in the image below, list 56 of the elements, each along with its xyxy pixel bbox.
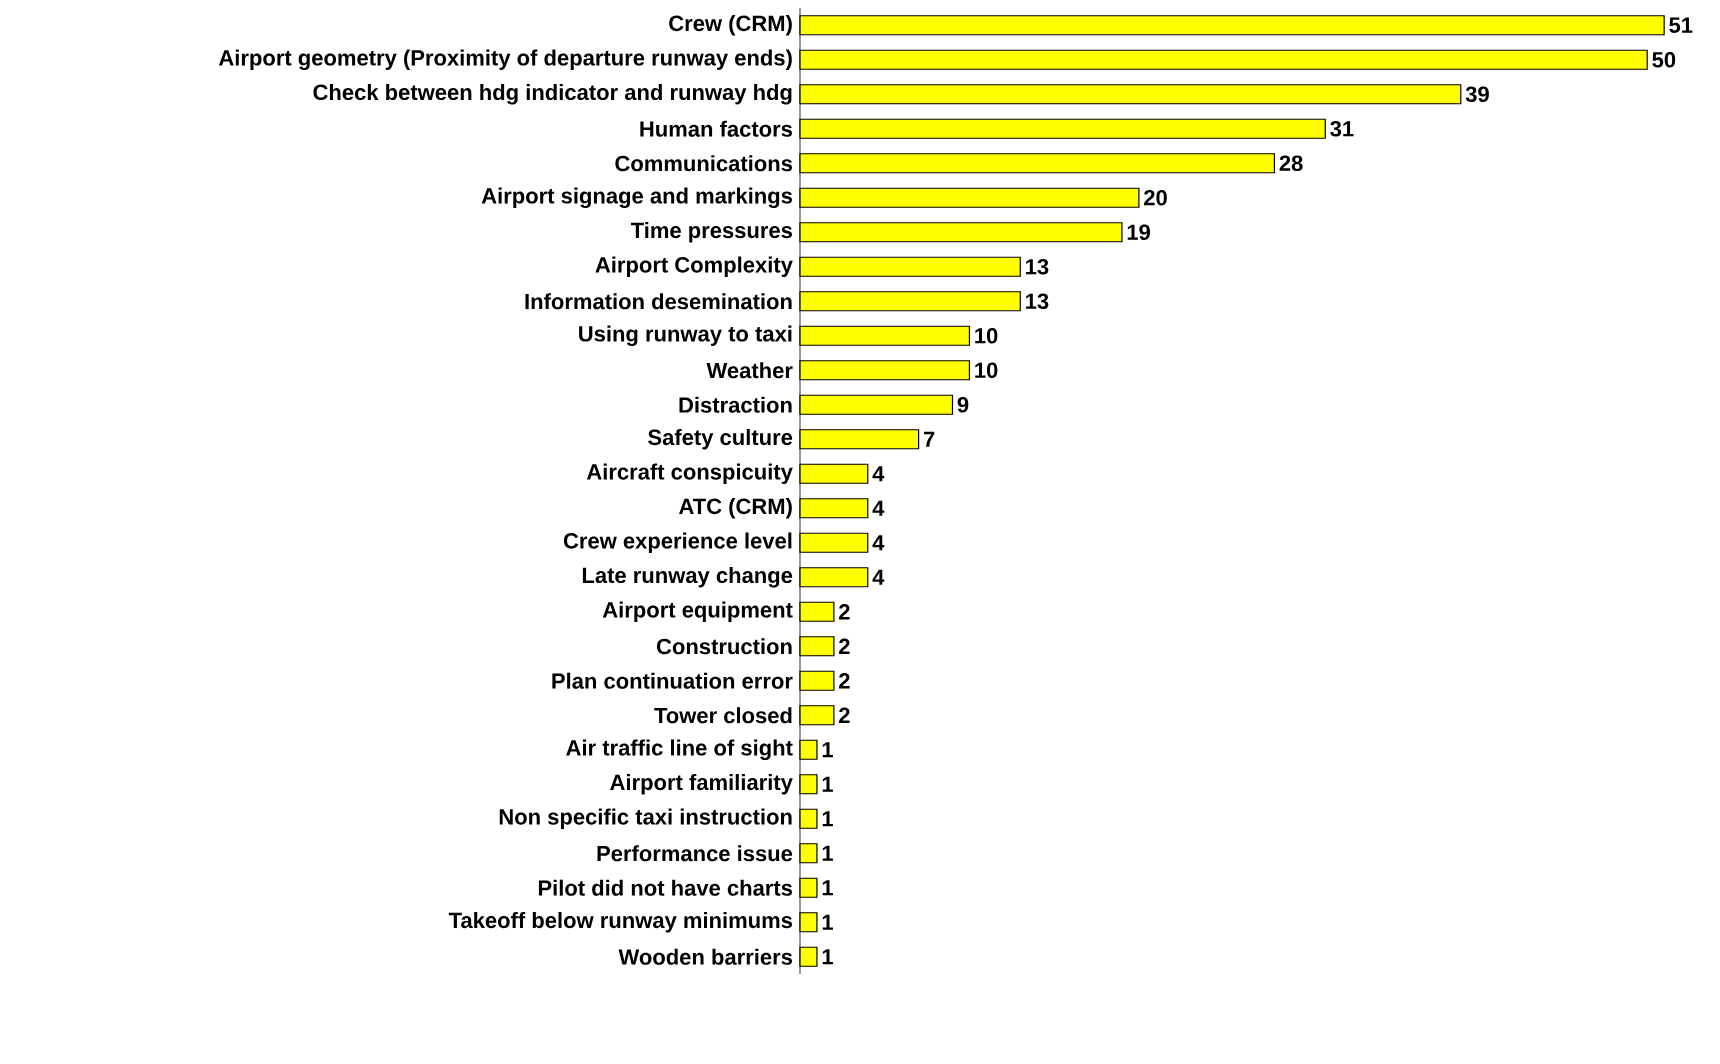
y-tick-label: Air traffic line of sight — [566, 739, 793, 761]
data-label: 13 — [1026, 258, 1049, 275]
data-label: 1 — [822, 845, 833, 861]
y-tick-label: Airport Complexity — [595, 256, 793, 277]
y-tick-label: Time pressures — [630, 222, 792, 243]
y-tick-label: Late runway change — [582, 566, 793, 588]
y-tick-label: Airport equipment — [602, 601, 793, 622]
data-label: 1 — [822, 949, 833, 965]
y-tick-label: Human factors — [640, 120, 792, 137]
data-label: 1 — [822, 776, 833, 792]
y-tick-label: Distraction — [679, 396, 792, 413]
data-label: 51 — [1669, 17, 1693, 33]
data-label: 1 — [822, 742, 833, 758]
y-tick-label: Tower closed — [654, 707, 792, 724]
data-label: 1 — [822, 811, 833, 827]
data-label: 4 — [872, 500, 885, 516]
y-tick-label: Using runway to taxi — [579, 325, 792, 347]
data-label: 31 — [1330, 120, 1354, 137]
y-tick-label: Communications — [615, 155, 793, 172]
data-label: 2 — [839, 638, 850, 654]
y-tick-label: Airport familiarity — [610, 774, 793, 795]
data-label: 20 — [1144, 189, 1167, 206]
y-tick-label: Construction — [656, 638, 792, 655]
data-label: 10 — [975, 362, 998, 379]
y-tick-label: Takeoff below runway minimums — [448, 912, 793, 933]
y-tick-label: Safety culture — [648, 429, 793, 450]
y-tick-label: Wooden barriers — [618, 948, 793, 965]
y-tick-label: Weather — [706, 362, 793, 379]
data-label: 1 — [822, 914, 833, 930]
data-label: 4 — [872, 535, 885, 551]
y-tick-label: Information desemination — [525, 293, 792, 310]
data-label: 39 — [1465, 86, 1489, 103]
y-tick-label: Plan continuation error — [552, 672, 793, 689]
y-tick-label: ATC (CRM) — [679, 498, 792, 519]
data-label: 28 — [1279, 155, 1303, 172]
y-tick-label: Airport signage and markings — [481, 187, 793, 209]
y-tick-label: Aircraft conspicuity — [586, 463, 793, 484]
data-label: 10 — [975, 327, 998, 344]
data-label: 2 — [839, 604, 850, 620]
data-label: 9 — [957, 396, 969, 413]
data-label: 50 — [1652, 51, 1676, 68]
y-tick-label: Airport geometry (Proximity of departure runway ends) — [218, 49, 792, 71]
y-tick-label: Non specific taxi instruction — [499, 808, 792, 829]
y-tick-label: Check between hdg indicator and runway hdg — [313, 83, 792, 105]
y-tick-label: Pilot did not have charts — [538, 879, 793, 896]
data-label: 19 — [1127, 224, 1150, 241]
data-label: 1 — [822, 880, 833, 896]
y-tick-label: Crew (CRM) — [669, 15, 792, 36]
data-label: 13 — [1026, 293, 1049, 310]
data-label: 7 — [923, 431, 935, 447]
data-label: 2 — [839, 673, 850, 689]
data-label: 2 — [839, 707, 850, 723]
y-tick-label: Crew experience level — [563, 532, 792, 553]
data-label: 4 — [872, 569, 885, 585]
data-label: 4 — [872, 466, 885, 482]
y-tick-label: Performance issue — [597, 845, 793, 862]
